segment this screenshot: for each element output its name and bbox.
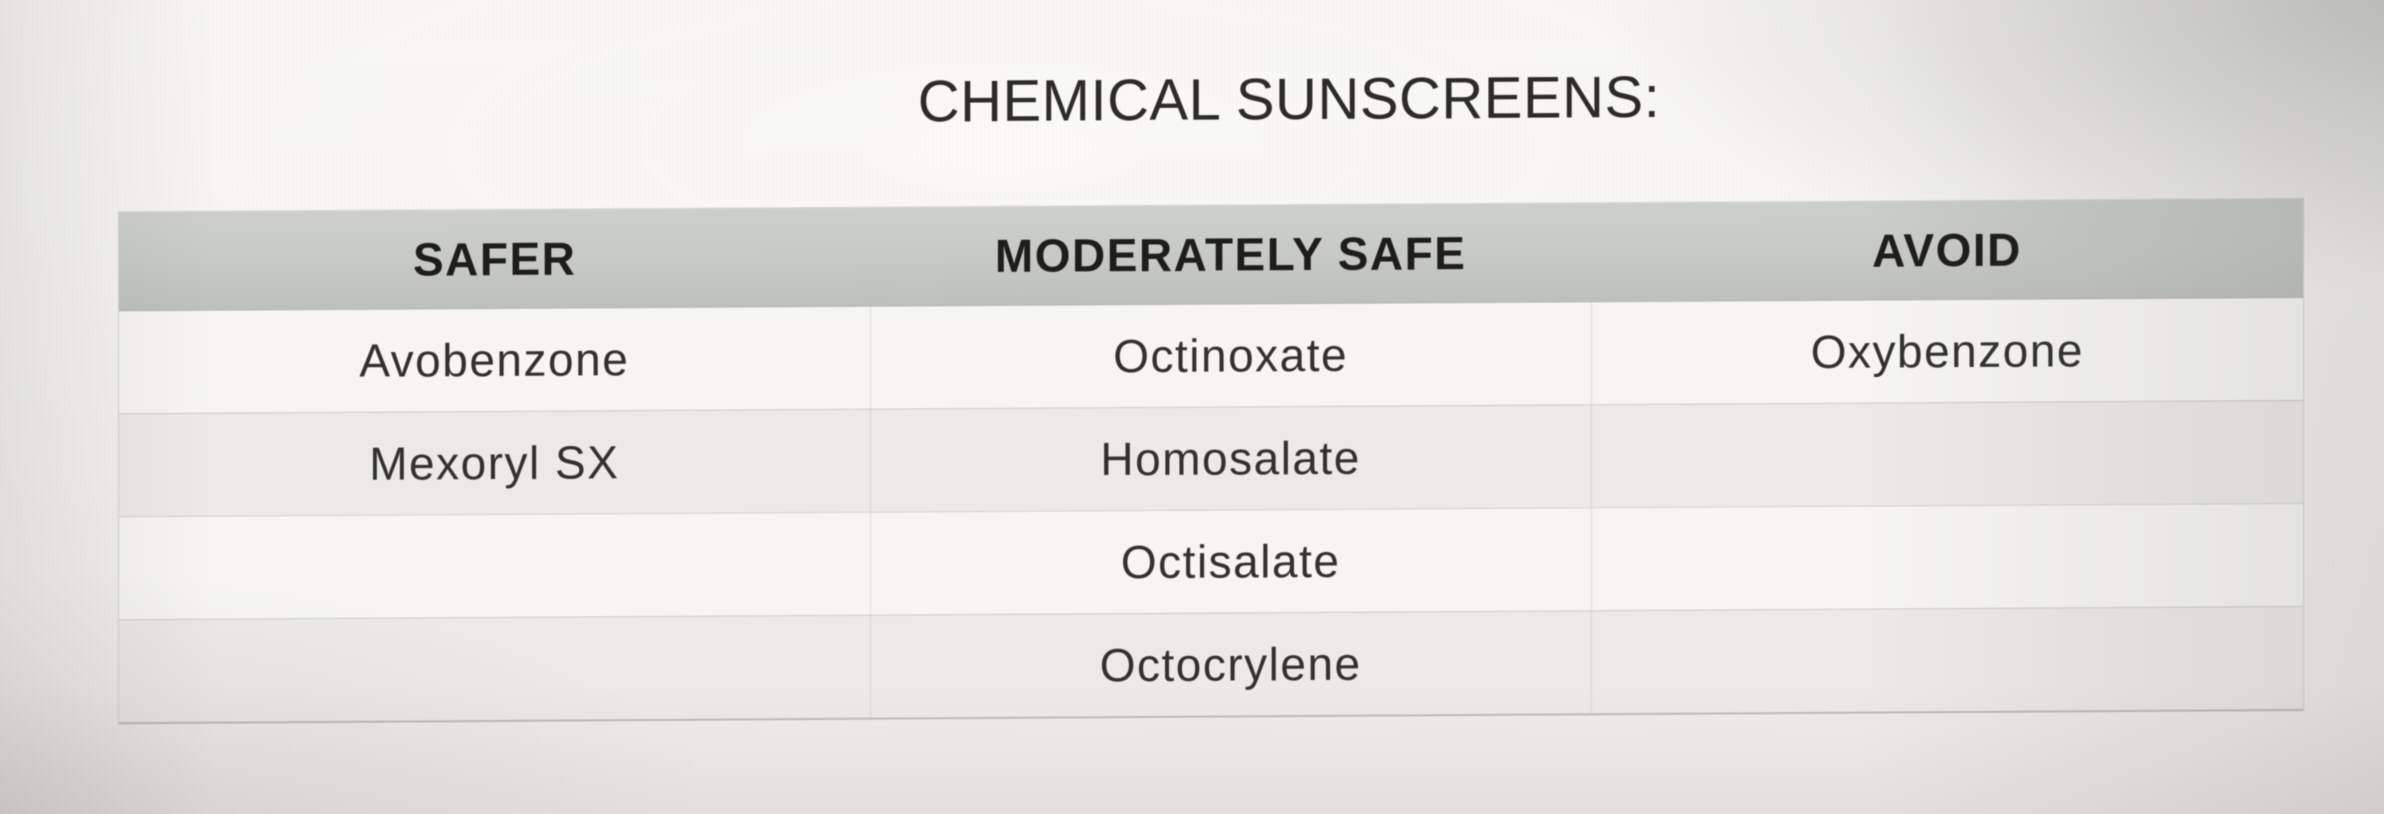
cell-mexoryl-sx: Mexoryl SX [369,436,620,490]
column-header-safer: SAFER [412,232,577,286]
cell-empty [119,616,870,723]
column-header-moderately-safe: MODERATELY SAFE [994,227,1467,282]
table-row: Octocrylene [119,605,2303,723]
table-header-row: SAFER MODERATELY SAFE AVOID [119,197,2303,312]
cell-octisalate: Octisalate [869,508,1591,615]
column-header-avoid: AVOID [1872,223,2022,277]
table-row: Octisalate [119,502,2303,620]
cell-empty [1590,606,2303,714]
table-row: Avobenzone Octinoxate Oxybenzone [119,297,2303,414]
cell-empty [1590,503,2303,611]
cell-octinoxate: Octinoxate [869,302,1591,409]
page-title: CHEMICAL SUNSCREENS: [917,64,1661,135]
cell-empty [1590,400,2303,508]
sunscreen-safety-table: SAFER MODERATELY SAFE AVOID Avobenzone O… [118,197,2304,725]
cell-oxybenzone: Oxybenzone [1590,297,2303,405]
table-row: Mexoryl SX Homosalate [119,399,2303,517]
cell-octocrylene: Octocrylene [869,611,1591,718]
cell-empty [119,513,870,620]
cell-avobenzone: Avobenzone [359,333,630,387]
cell-homosalate: Homosalate [869,405,1591,512]
